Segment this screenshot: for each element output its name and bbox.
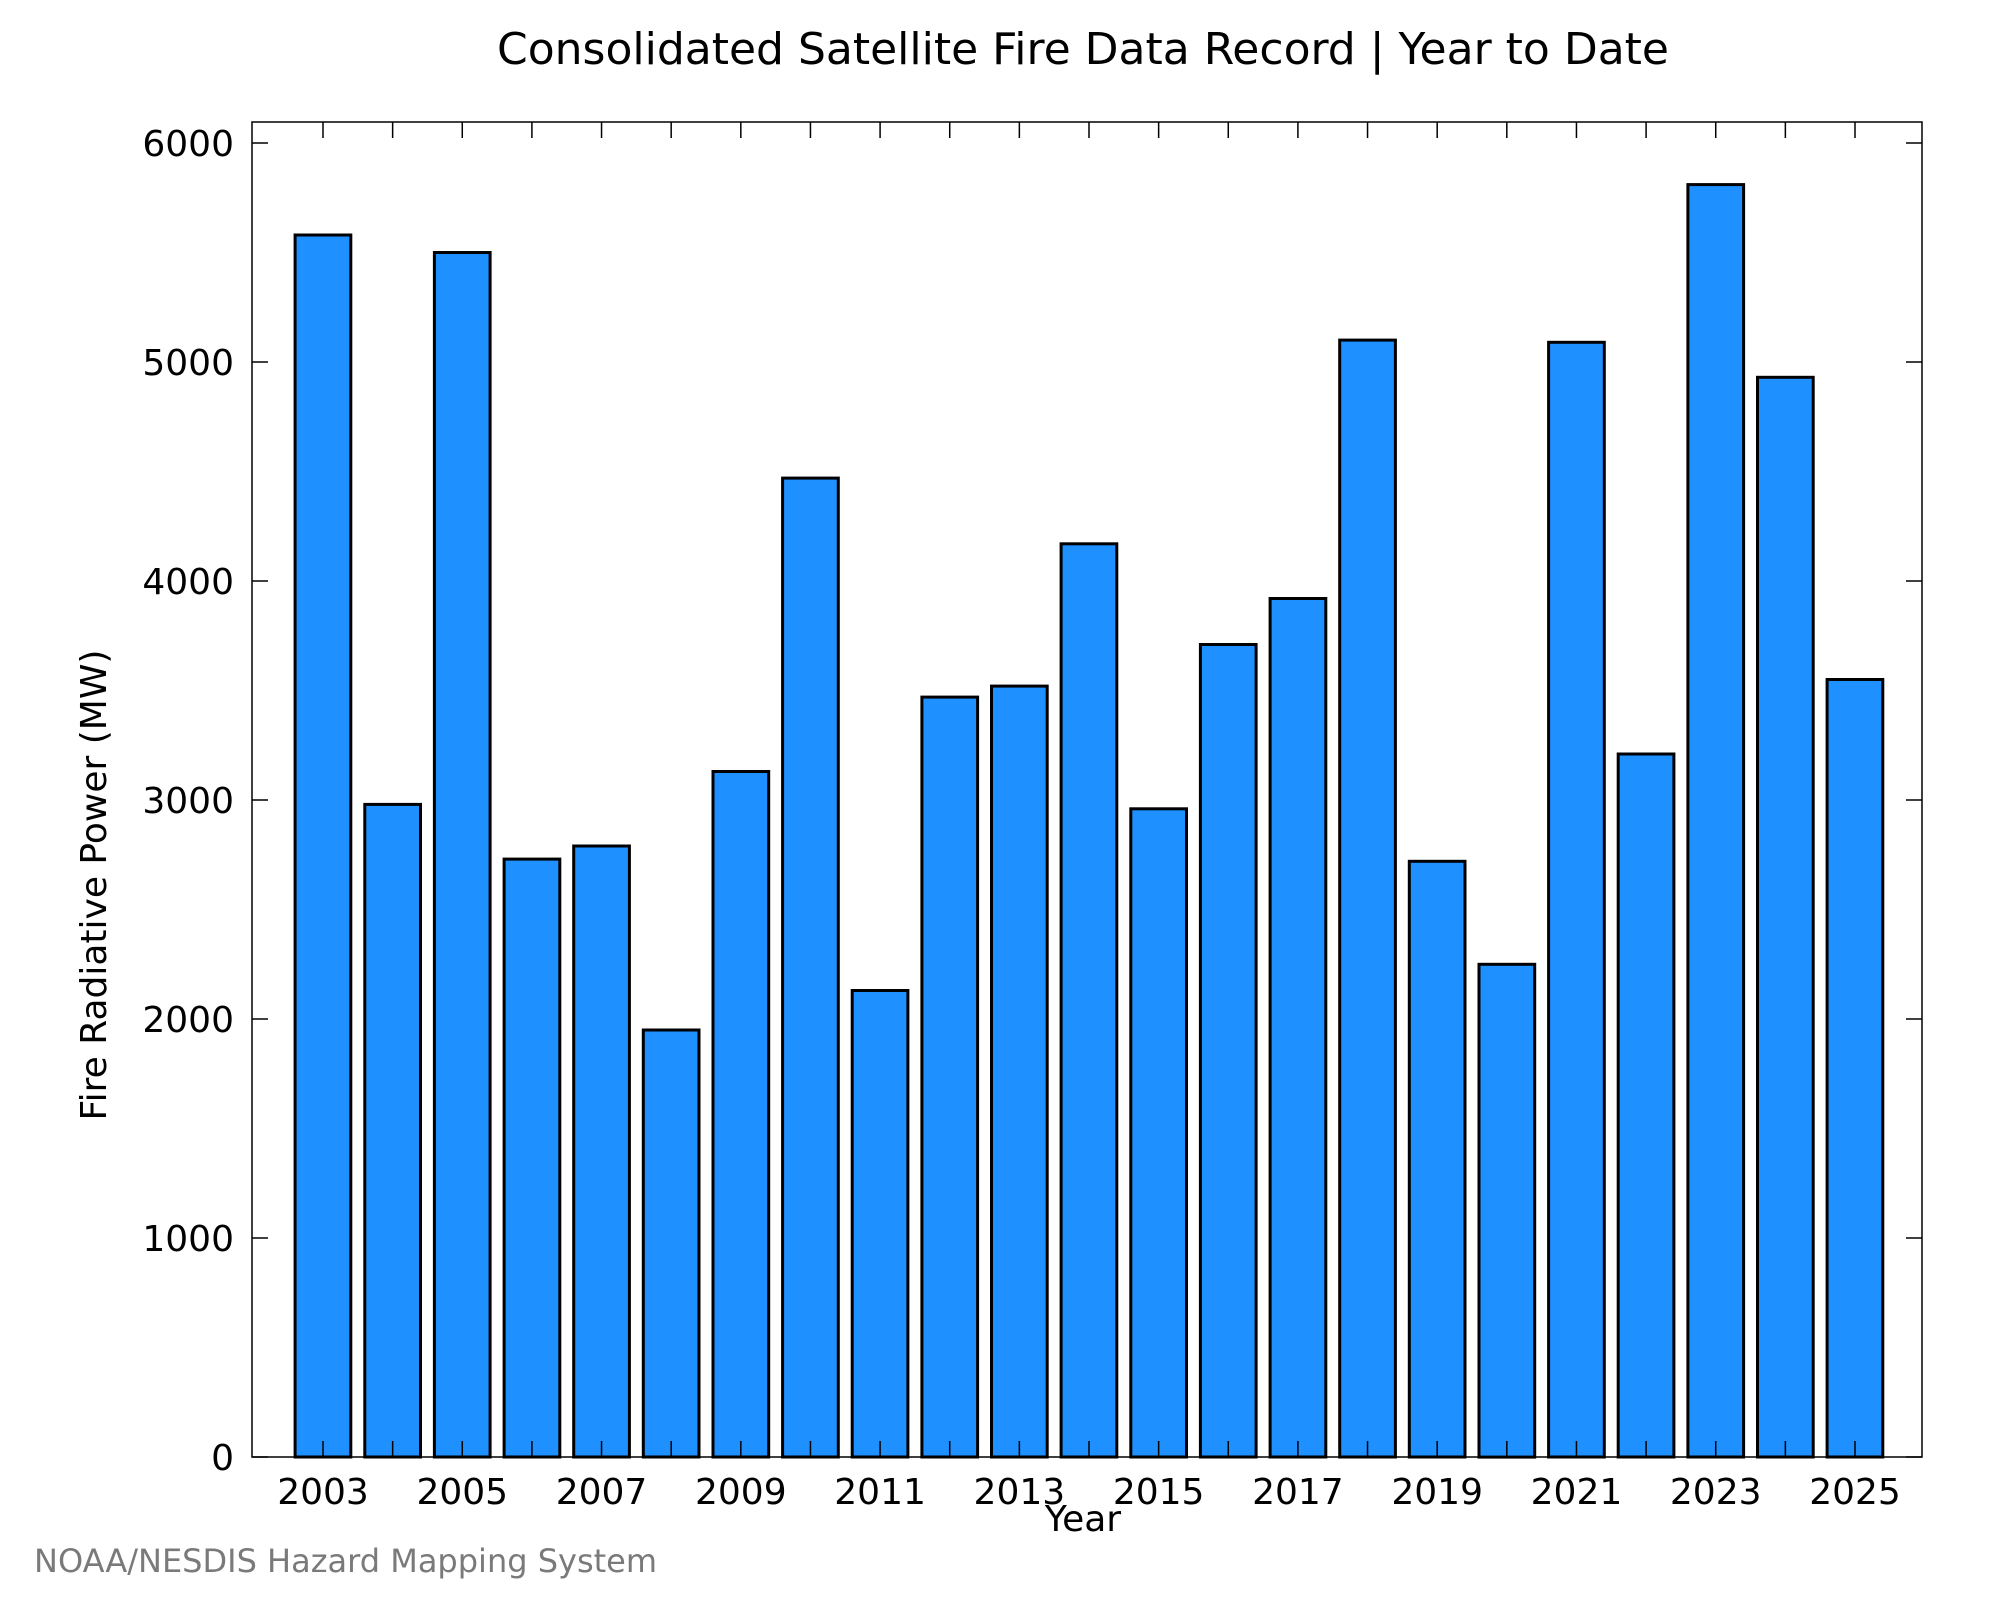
bar-2021 (1547, 340, 1606, 1459)
bar-2016 (1198, 643, 1258, 1459)
bar-2009 (711, 770, 771, 1459)
bars-group (293, 183, 1885, 1459)
bar-2004 (363, 802, 422, 1459)
y-tick-label-4000: 4000 (142, 562, 234, 603)
x-tick-label-2023: 2023 (1670, 1472, 1762, 1513)
bar-2022 (1616, 752, 1676, 1459)
x-tick-label-2015: 2015 (1113, 1472, 1205, 1513)
bar-2023 (1686, 183, 1746, 1459)
y-tick-label-2000: 2000 (142, 1000, 234, 1041)
x-axis-title: Year (1044, 1499, 1121, 1540)
bar-2014 (1059, 542, 1119, 1459)
bar-2005 (432, 251, 492, 1459)
x-tick-label-2007: 2007 (556, 1472, 648, 1513)
x-tick-label-2003: 2003 (277, 1472, 369, 1513)
bar-2010 (781, 476, 840, 1459)
x-axis: 2003 2005 2007 2009 2011 2013 2015 2017 2019 2021… (277, 122, 1901, 1513)
y-axis-title: Fire Radiative Power (MW) (74, 650, 115, 1121)
bar-2020 (1477, 962, 1537, 1459)
bar-2024 (1756, 375, 1815, 1459)
plot-frame (251, 121, 1923, 1458)
y-axis: 0 1000 2000 3000 4000 5000 6000 (142, 124, 1922, 1479)
y-tick-label-6000: 6000 (142, 124, 234, 165)
y-tick-label-0: 0 (211, 1438, 234, 1479)
bar-2006 (502, 857, 562, 1459)
x-tick-label-2021: 2021 (1531, 1472, 1623, 1513)
y-tick-label-1000: 1000 (142, 1219, 234, 1260)
y-tick-label-3000: 3000 (142, 781, 234, 822)
bar-2025 (1825, 678, 1885, 1459)
bar-2017 (1268, 597, 1328, 1459)
bar-2013 (990, 684, 1049, 1459)
x-tick-label-2025: 2025 (1809, 1472, 1901, 1513)
source-credit: NOAA/NESDIS Hazard Mapping System (34, 1542, 658, 1580)
bar-2018 (1338, 338, 1397, 1459)
x-tick-label-2017: 2017 (1252, 1472, 1344, 1513)
chart-title: Consolidated Satellite Fire Data Record … (497, 24, 1669, 75)
x-tick-label-2019: 2019 (1391, 1472, 1483, 1513)
x-tick-label-2011: 2011 (834, 1472, 926, 1513)
x-tick-label-2013: 2013 (974, 1472, 1066, 1513)
bar-2007 (572, 844, 631, 1459)
x-tick-label-2005: 2005 (416, 1472, 508, 1513)
bar-2011 (850, 989, 910, 1459)
x-tick-label-2009: 2009 (695, 1472, 787, 1513)
bar-2015 (1129, 807, 1189, 1459)
bar-2003 (293, 233, 353, 1459)
bar-2008 (641, 1028, 701, 1459)
bar-2012 (920, 695, 980, 1459)
y-tick-label-5000: 5000 (142, 343, 234, 384)
bar-2019 (1407, 859, 1467, 1459)
